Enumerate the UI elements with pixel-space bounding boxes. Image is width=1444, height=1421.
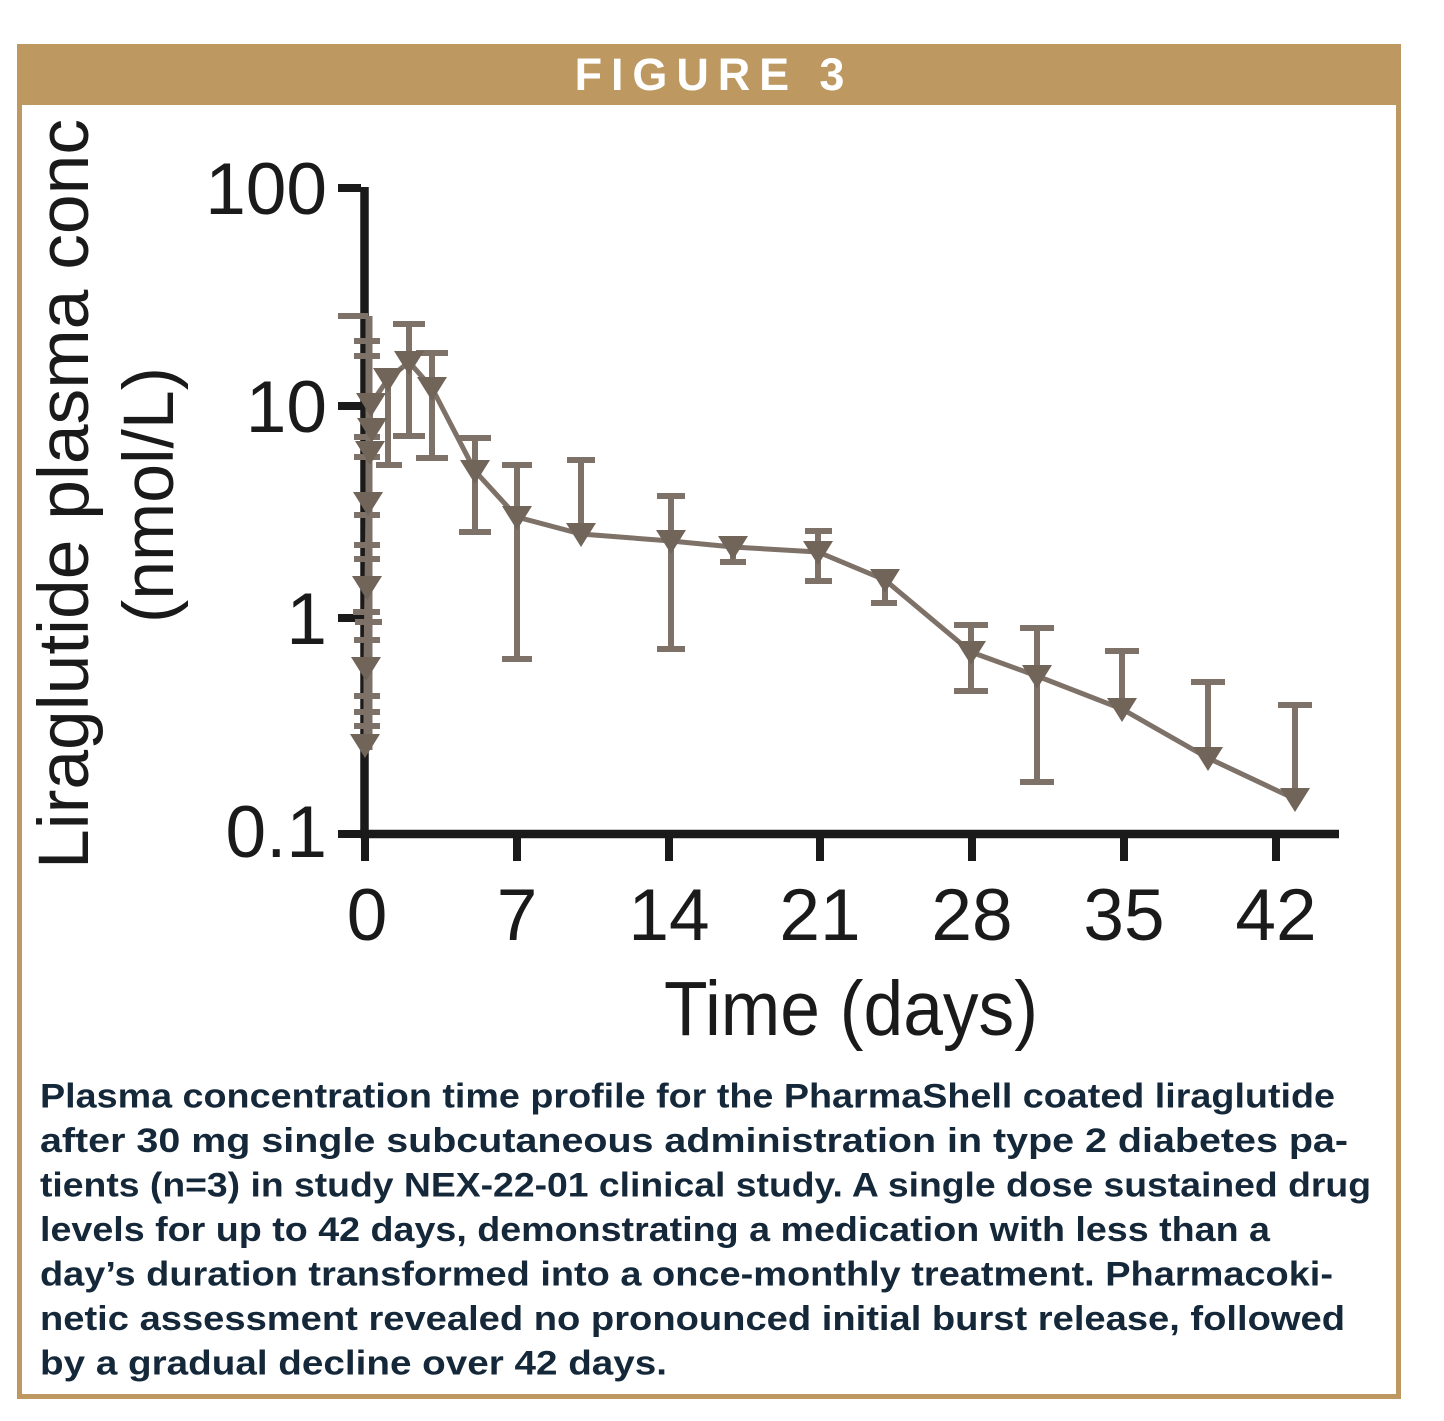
svg-text:21: 21	[779, 875, 860, 956]
svg-text:tients (n=3) in study NEX-22-0: tients (n=3) in study NEX-22-01 clinical…	[40, 1167, 1371, 1205]
svg-text:42: 42	[1235, 875, 1316, 956]
svg-text:14: 14	[628, 875, 709, 956]
svg-text:Time (days): Time (days)	[664, 966, 1038, 1052]
svg-text:FIGURE 3: FIGURE 3	[575, 49, 854, 100]
svg-text:by a gradual decline over 42 d: by a gradual decline over 42 days.	[40, 1345, 667, 1383]
svg-text:28: 28	[931, 875, 1012, 956]
svg-text:levels for up to 42 days, demo: levels for up to 42 days, demonstrating …	[40, 1211, 1271, 1249]
svg-text:1: 1	[286, 579, 327, 660]
svg-text:Plasma concentration time prof: Plasma concentration time profile for th…	[40, 1078, 1335, 1116]
svg-text:0: 0	[347, 875, 388, 956]
svg-text:35: 35	[1083, 875, 1164, 956]
svg-text:Liraglutide plasma conc: Liraglutide plasma conc	[25, 119, 104, 869]
svg-text:netic assessment revealed no p: netic assessment revealed no pronounced …	[40, 1300, 1345, 1338]
svg-text:0.1: 0.1	[226, 792, 327, 873]
svg-text:7: 7	[497, 875, 538, 956]
svg-text:100: 100	[205, 149, 327, 230]
svg-text:after 30 mg single subcutaneou: after 30 mg single subcutaneous administ…	[40, 1122, 1348, 1160]
svg-text:10: 10	[246, 367, 327, 448]
svg-text:(nmol/L): (nmol/L)	[110, 367, 189, 623]
svg-text:day’s duration transformed int: day’s duration transformed into a once-m…	[40, 1256, 1333, 1294]
